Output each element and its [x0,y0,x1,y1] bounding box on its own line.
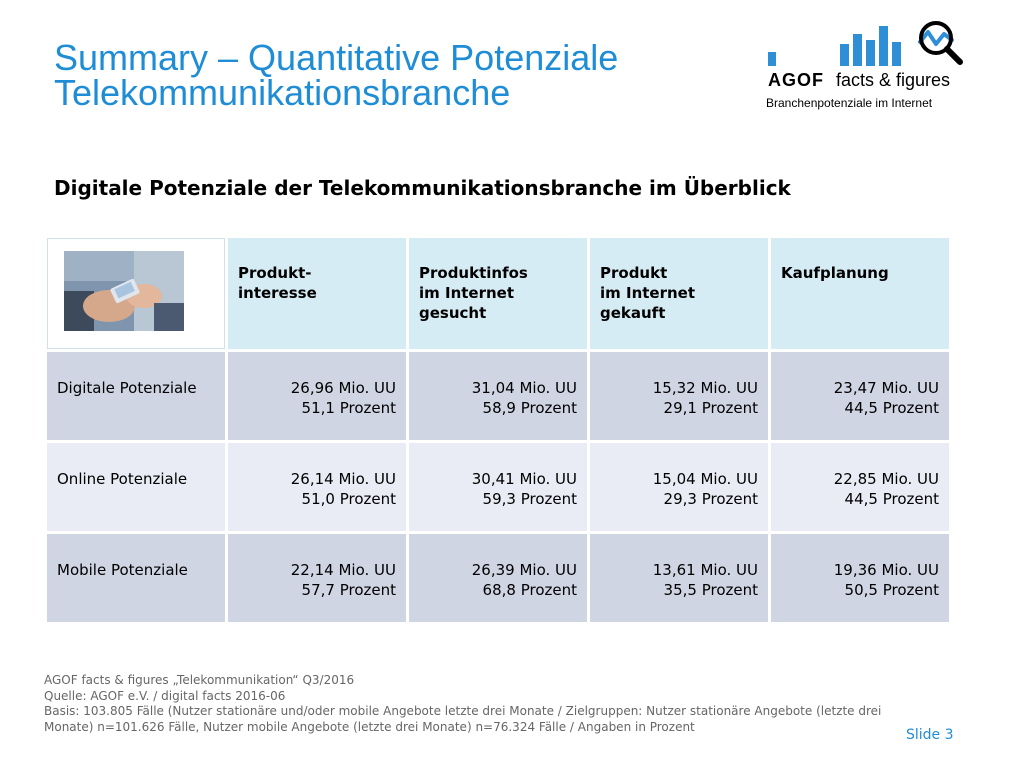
header-image-cell [47,238,225,349]
footnote-line: AGOF facts & figures „Telekommunikation“… [44,673,355,687]
row-label: Online Potenziale [47,443,225,531]
table-cell: 23,47 Mio. UU 44,5 Prozent [771,352,949,440]
table-cell: 15,32 Mio. UU 29,1 Prozent [590,352,768,440]
slide-number: Slide 3 [906,727,954,743]
table-cell: 22,14 Mio. UU 57,7 Prozent [228,534,406,622]
table-row: Mobile Potenziale 22,14 Mio. UU 57,7 Proz… [47,534,949,622]
source-footnote: AGOF facts & figures „Telekommunikation“… [44,673,964,735]
logo-subline: Branchenpotenziale im Internet [766,96,933,110]
table-cell: 30,41 Mio. UU 59,3 Prozent [409,443,587,531]
agof-logo: AGOF facts & figures Branchenpotenziale … [764,14,964,114]
footnote-line: Basis: 103.805 Fälle (Nutzer stationäre … [44,704,882,718]
page-title: Summary – Quantitative Potenziale Teleko… [54,37,744,113]
row-label: Digitale Potenziale [47,352,225,440]
potenziale-table: Produkt- interesse Produktinfos im Inter… [44,235,952,625]
table-cell: 26,14 Mio. UU 51,0 Prozent [228,443,406,531]
header-produktinfos: Produktinfos im Internet gesucht [409,238,587,349]
row-label: Mobile Potenziale [47,534,225,622]
footnote-line: Quelle: AGOF e.V. / digital facts 2016-0… [44,688,286,703]
header-produktinteresse: Produkt- interesse [228,238,406,349]
table-row: Online Potenziale 26,14 Mio. UU 51,0 Proz… [47,443,949,531]
table-cell: 26,39 Mio. UU 68,8 Prozent [409,534,587,622]
table-row: Digitale Potenziale 26,96 Mio. UU 51,1 Pr… [47,352,949,440]
page-title-line2: Telekommunikationsbranche [54,72,511,113]
logo-tagline: facts & figures [836,70,951,90]
header-kaufplanung: Kaufplanung [771,238,949,349]
page-title-line1: Summary – Quantitative Potenziale [54,37,619,78]
section-subtitle: Digitale Potenziale der Telekommunikatio… [54,176,791,200]
magnifier-icon [840,21,963,66]
table-cell: 19,36 Mio. UU 50,5 Prozent [771,534,949,622]
table-cell: 13,61 Mio. UU 35,5 Prozent [590,534,768,622]
smartphone-hands-photo [64,251,184,331]
table-cell: 31,04 Mio. UU 58,9 Prozent [409,352,587,440]
table-header-row: Produkt- interesse Produktinfos im Inter… [47,238,949,349]
header-produkt-gekauft: Produkt im Internet gekauft [590,238,768,349]
table-cell: 22,85 Mio. UU 44,5 Prozent [771,443,949,531]
footnote-line: Monate) n=101.626 Fälle, Nutzer mobile A… [44,719,695,734]
table-cell: 26,96 Mio. UU 51,1 Prozent [228,352,406,440]
table-cell: 15,04 Mio. UU 29,3 Prozent [590,443,768,531]
logo-brand: AGOF [768,70,824,90]
